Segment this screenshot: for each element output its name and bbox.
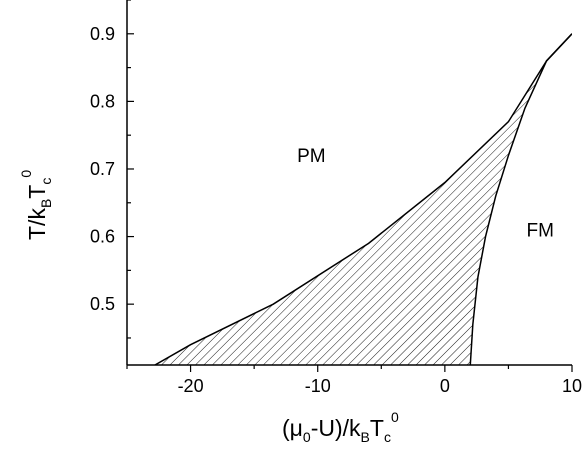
tick-labels: -20 -10 0 10 0.5 0.6 0.7 0.8 0.9: [90, 24, 582, 396]
y-tick-label: 0.9: [90, 24, 115, 44]
y-tick-label: 0.8: [90, 91, 115, 111]
region-label-fm: FM: [526, 221, 553, 242]
region-label-pm: PM: [297, 146, 326, 167]
lower-boundary-line: [469, 33, 572, 365]
tick-marks: [126, 0, 573, 372]
coexistence-hatched-region: [154, 33, 572, 365]
y-axis-title: T/kBTc0: [18, 170, 54, 240]
y-tick-label: 0.5: [90, 294, 115, 314]
x-tick-label: -20: [178, 376, 204, 396]
region-labels: PM FM: [297, 146, 554, 241]
upper-boundary-line: [154, 33, 572, 365]
x-tick-label: 0: [440, 376, 450, 396]
x-tick-label: -10: [305, 376, 331, 396]
y-tick-label: 0.6: [90, 227, 115, 247]
y-tick-label: 0.7: [90, 159, 115, 179]
x-tick-label: 10: [562, 376, 582, 396]
x-axis-title: (μ0-U)/kBTc0: [282, 409, 399, 445]
